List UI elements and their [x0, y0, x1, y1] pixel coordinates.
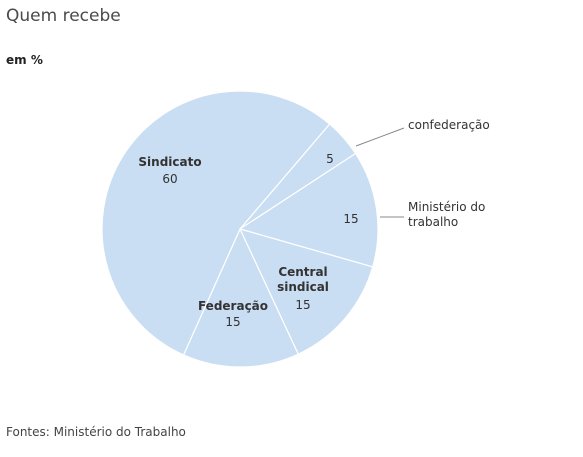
slice-label-ministerio-do-trabalho: Ministério do trabalho: [408, 200, 485, 229]
slice-value-federacao: 15: [225, 315, 240, 329]
slice-value-ministerio-do-trabalho: 15: [343, 212, 358, 226]
slice-label-sindicato: Sindicato: [138, 155, 201, 169]
slice-value-confederacao: 5: [326, 152, 334, 166]
pie-slice-central-sindical: [238, 228, 374, 355]
slice-label-federacao: Federação: [198, 299, 268, 313]
chart-title: Quem recebe: [6, 6, 121, 26]
slice-value-central-sindical: 15: [295, 298, 310, 312]
slice-value-sindicato: 60: [162, 172, 177, 186]
chart-source: Fontes: Ministério do Trabalho: [6, 425, 186, 439]
pie-slice-federacao: [182, 227, 300, 368]
leader-line-confederacao: [355, 127, 405, 147]
chart-subtitle: em %: [6, 53, 43, 67]
slice-label-confederacao: confederação: [408, 118, 490, 132]
slice-label-central-sindical: Central sindical: [277, 265, 329, 294]
pie-slice-sindicato: [101, 90, 331, 356]
